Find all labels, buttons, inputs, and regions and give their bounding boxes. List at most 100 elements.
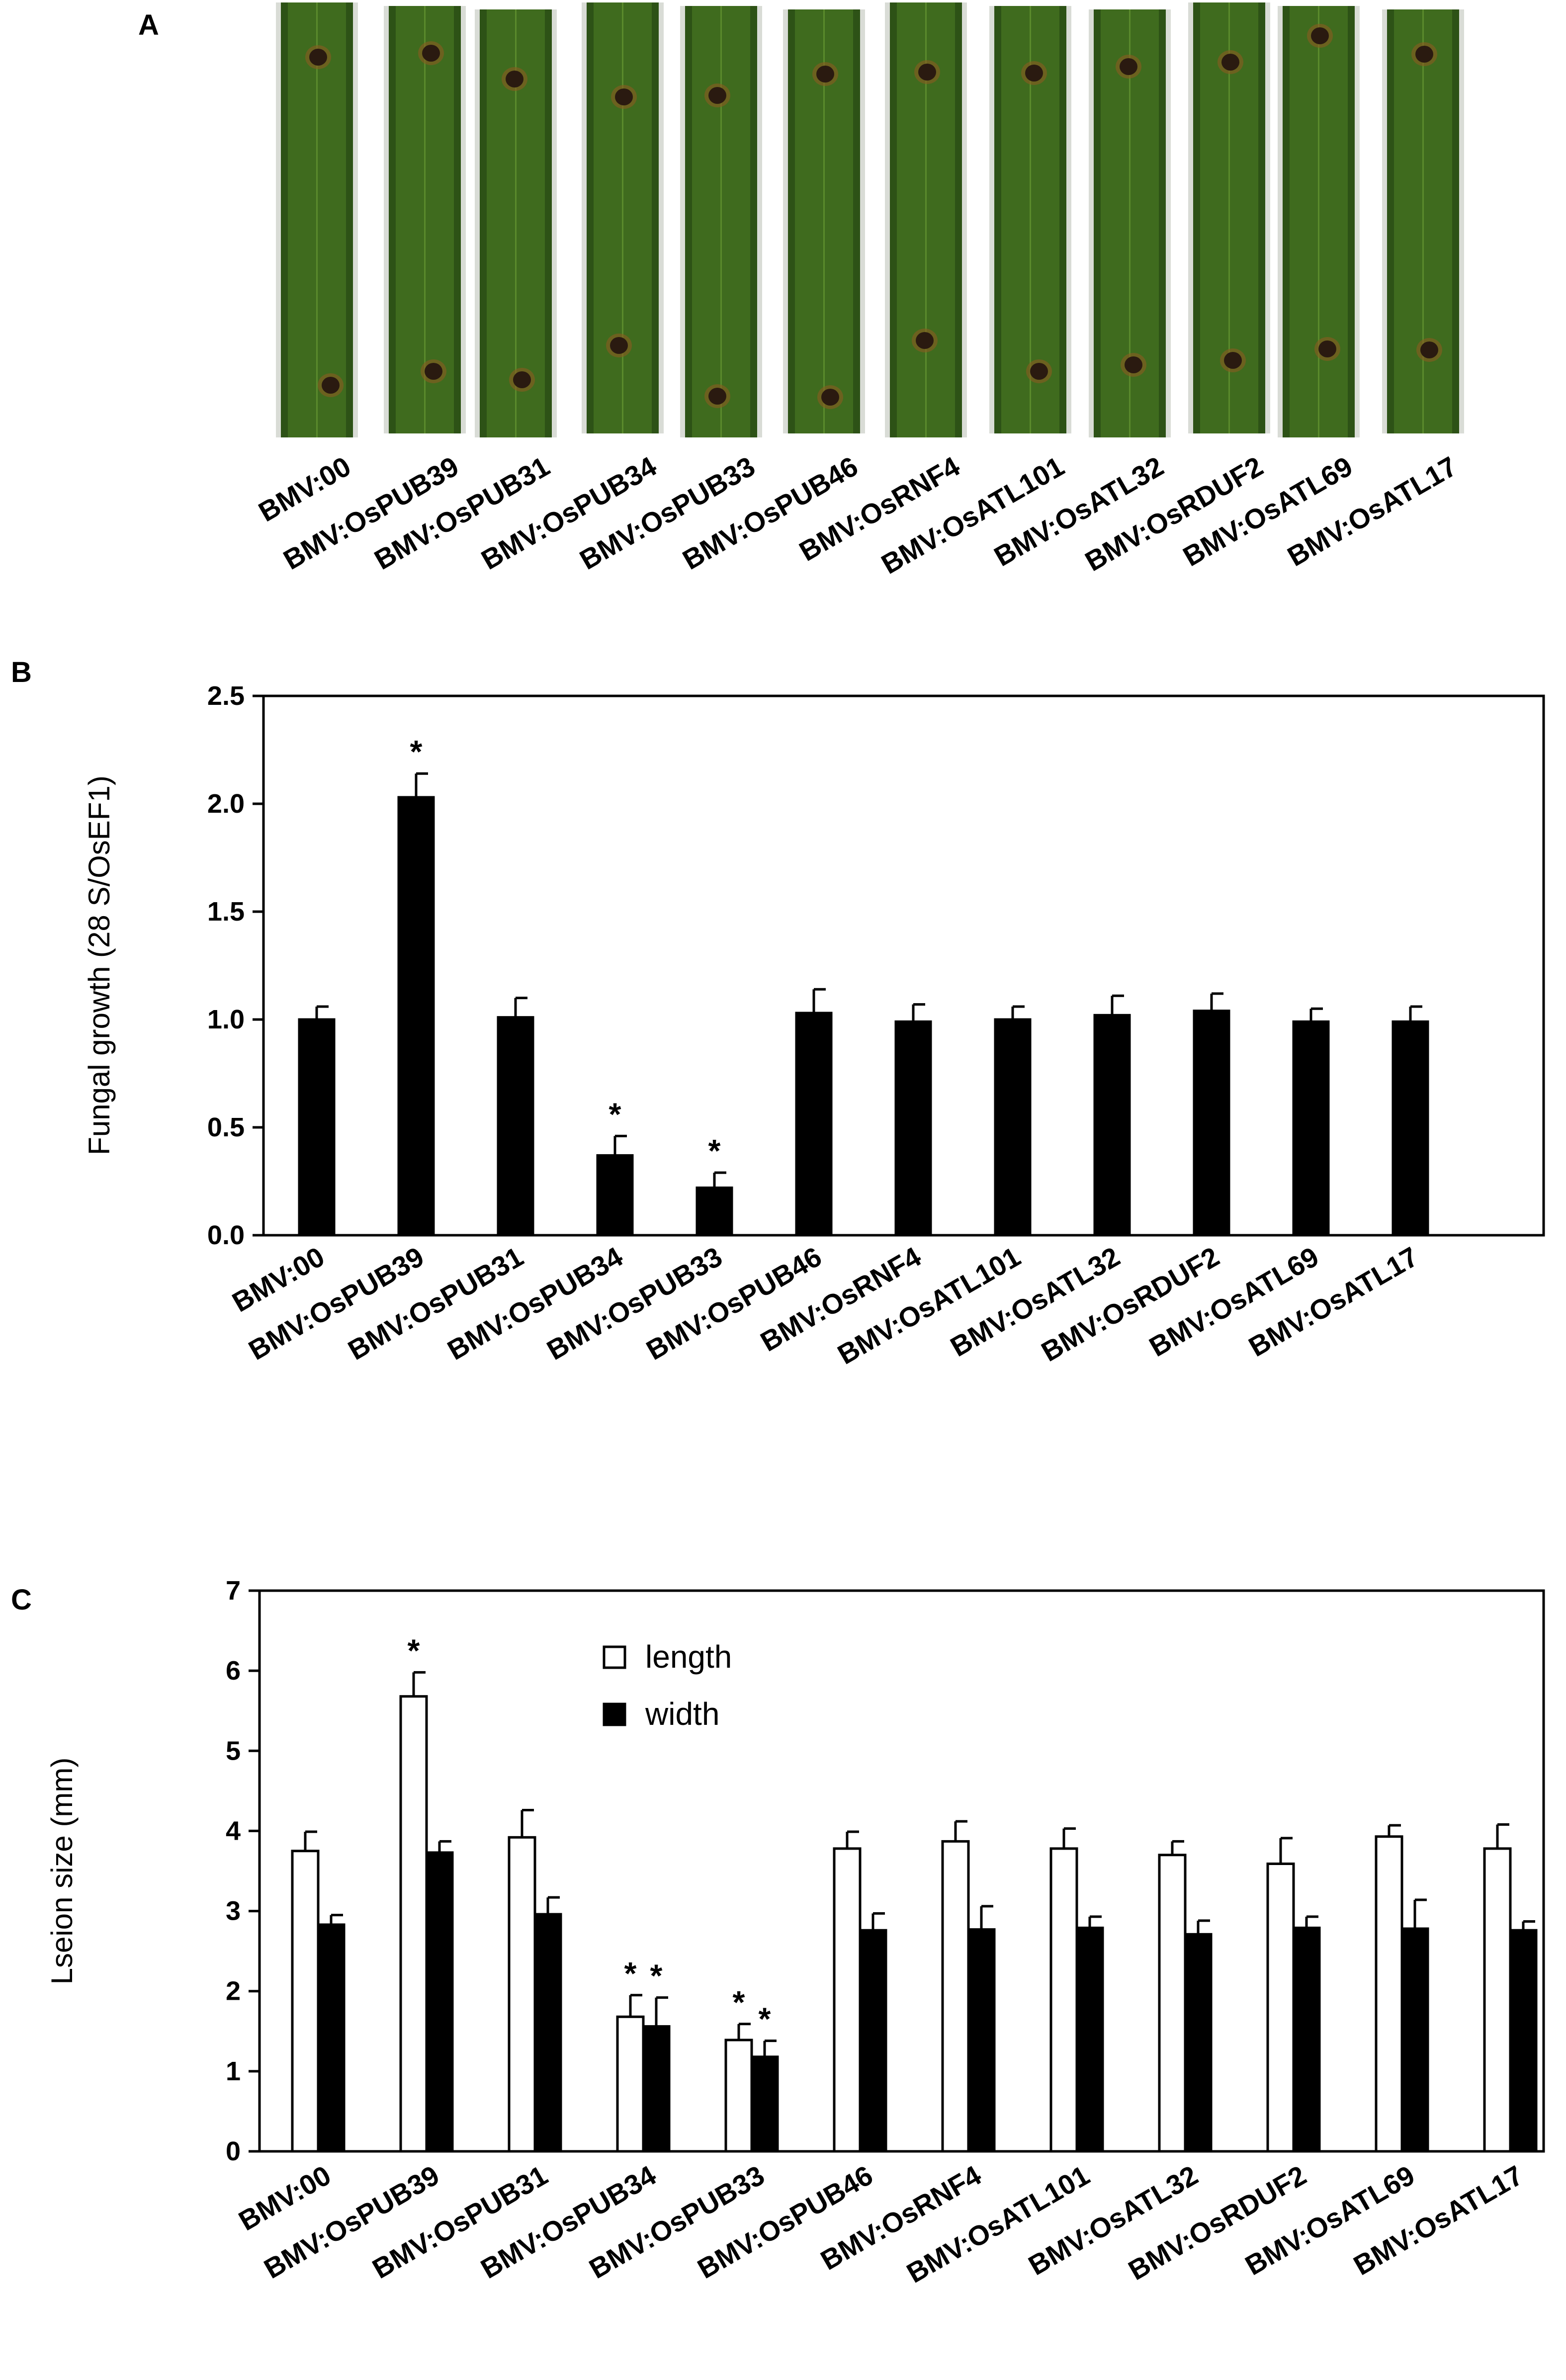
bar-length-bmv-ospub33 (724, 2039, 753, 2153)
y-tick-label: 2.5 (207, 681, 245, 711)
leaf-photo-bmv-ospub46 (783, 9, 865, 433)
y-tick-label: 1 (226, 2056, 241, 2086)
y-tick-label: 7 (226, 1576, 241, 1606)
x-tick-label-bmv-osatl17: BMV:OsATL17 (1243, 1241, 1423, 1362)
significance-star: * (708, 1133, 721, 1169)
legend-label-length: length (645, 1639, 732, 1675)
lesion-spot (821, 389, 839, 406)
bar-length-bmv-ospub34 (616, 2015, 645, 2153)
bar-width-bmv-osrduf2 (1292, 1926, 1321, 2153)
leaf-edge (994, 6, 1001, 433)
bar-width-bmv-ospub46 (859, 1929, 887, 2153)
bar-length-bmv-osrduf2 (1266, 1862, 1295, 2153)
bar-fungal-growth-bmv-osatl69 (1292, 1020, 1330, 1237)
y-tick-label: 1.5 (207, 897, 245, 927)
significance-star: * (733, 1984, 745, 2020)
x-tick-label-bmv-ospub33: BMV:OsPUB33 (541, 1241, 727, 1366)
x-tick-label-bmv-osrduf2: BMV:OsRDUF2 (1036, 1241, 1224, 1367)
bar-width-bmv-osatl101 (1075, 1926, 1104, 2153)
panel-letter-a: A (138, 9, 159, 41)
leaf-edge (389, 6, 396, 433)
bar-length-bmv-osatl69 (1375, 1835, 1403, 2153)
lesion-spot (425, 363, 442, 380)
bar-fungal-growth-bmv-ospub34 (596, 1154, 634, 1237)
y-tick-label: 5 (226, 1736, 241, 1766)
y-tick-label: 0.0 (207, 1220, 245, 1250)
leaf-edge (788, 9, 795, 433)
lesion-spot (1318, 340, 1336, 357)
leaf-label-bmv-osatl32: BMV:OsATL32 (989, 450, 1169, 572)
x-tick-label-bmv-osrduf2: BMV:OsRDUF2 (1123, 2159, 1311, 2286)
lesion-spot (610, 337, 628, 354)
leaf-edge (955, 2, 962, 437)
lesion-spot (1224, 352, 1242, 369)
leaf-edge (652, 2, 659, 433)
bar-width-bmv-osatl32 (1184, 1933, 1213, 2153)
leaf-photo-panel (276, 2, 1464, 437)
bar-length-bmv-osatl17 (1483, 1847, 1512, 2153)
bar-fungal-growth-bmv-ospub31 (497, 1016, 534, 1237)
bar-fungal-growth-bmv-ospub39 (397, 796, 435, 1237)
x-tick-label-bmv-ospub34: BMV:OsPUB34 (475, 2159, 661, 2285)
leaf-label-bmv-ospub34: BMV:OsPUB34 (476, 450, 662, 576)
bar-width-bmv-ospub33 (750, 2055, 779, 2153)
significance-star: * (410, 734, 423, 769)
lesion-spot (1120, 58, 1137, 75)
x-tick-label-bmv-ospub39: BMV:OsPUB39 (243, 1241, 429, 1366)
significance-star: * (408, 1632, 420, 1668)
leaf-edge (853, 9, 860, 433)
lesion-spot (1221, 54, 1239, 71)
leaf-photo-bmv-ospub33 (680, 6, 762, 437)
leaf-photo-bmv-osatl32 (1089, 9, 1171, 437)
leaf-label-bmv-osatl17: BMV:OsATL17 (1282, 450, 1462, 572)
leaf-edge (1283, 6, 1290, 437)
fungal-growth-chart: Fungal growth (28 S/OsEF1) 0.0 0.5 1.0 1.5 2… (83, 681, 1545, 1370)
bar-length-bmv-ospub46 (833, 1847, 862, 2153)
lesion-spot (1030, 363, 1048, 380)
leaf-photo-bmv-osrnf4 (885, 2, 967, 437)
bar-fungal-growth-bmv-00 (298, 1018, 336, 1237)
bar-length-bmv-00 (291, 1850, 320, 2153)
leaf-edge (281, 2, 288, 437)
significance-star: * (609, 1096, 621, 1132)
leaf-edge (1193, 2, 1200, 433)
bar-width-bmv-osatl17 (1509, 1929, 1538, 2153)
y-tick-label: 0 (226, 2136, 241, 2166)
x-tick-label-bmv-ospub31: BMV:OsPUB31 (367, 2159, 553, 2285)
x-tick-label-bmv-ospub31: BMV:OsPUB31 (343, 1241, 528, 1366)
lesion-spot (513, 371, 531, 388)
bar-width-bmv-osrnf4 (967, 1928, 996, 2153)
bar-width-bmv-ospub31 (533, 1913, 562, 2153)
leaf-photo-bmv-osatl17 (1382, 9, 1464, 433)
lesion-size-chart: Lseion size (mm) length width 0 1 2 3 4 5 6 7 BM… (45, 1576, 1545, 2289)
leaf-edge (454, 6, 461, 433)
chart-c-frame (258, 1589, 1545, 2153)
lesion-spot (1311, 27, 1329, 44)
leaf-photo-bmv-ospub39 (384, 6, 466, 433)
lesion-spot (422, 45, 440, 62)
lesion-spot (1420, 341, 1438, 358)
leaf-edge (1258, 2, 1265, 433)
significance-star: * (624, 1955, 637, 1991)
lesion-spot (322, 377, 340, 394)
legend-label-width: width (645, 1696, 719, 1732)
leaf-edge (1159, 9, 1166, 437)
leaf-edge (346, 2, 353, 437)
panel-letter-c: C (11, 1584, 32, 1616)
y-tick-label: 4 (226, 1816, 241, 1846)
bar-length-bmv-osrnf4 (941, 1840, 970, 2153)
lesion-spot (918, 64, 936, 81)
y-tick-label: 2.0 (207, 789, 245, 819)
lesion-spot (309, 49, 327, 66)
leaf-edge (1059, 6, 1066, 433)
bar-width-bmv-00 (317, 1923, 346, 2153)
lesion-spot (615, 88, 633, 105)
leaf-label-bmv-ospub33: BMV:OsPUB33 (574, 450, 760, 576)
leaf-photo-bmv-osatl69 (1278, 6, 1360, 437)
bar-fungal-growth-bmv-ospub46 (795, 1012, 833, 1237)
lesion-spot (506, 71, 523, 87)
bar-width-bmv-osatl69 (1400, 1927, 1429, 2153)
bar-fungal-growth-bmv-osatl17 (1392, 1020, 1429, 1237)
significance-star: * (759, 2001, 771, 2037)
